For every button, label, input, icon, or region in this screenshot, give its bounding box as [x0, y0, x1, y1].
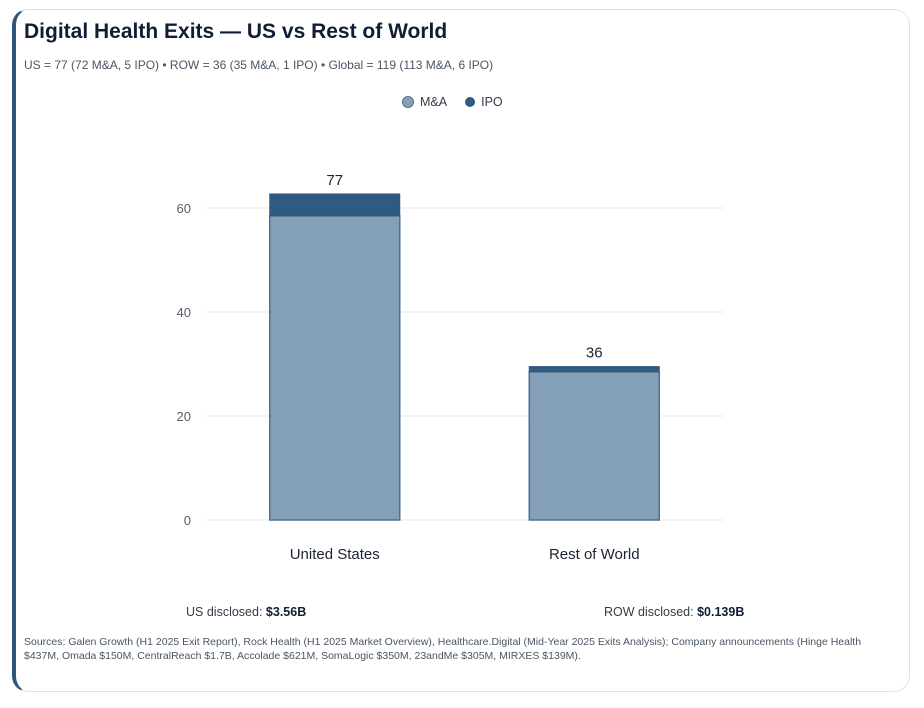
bar-ma-rest-of-world — [528, 371, 660, 521]
row-disclosed: ROW disclosed: $0.139B — [604, 605, 744, 619]
chart-card — [12, 9, 910, 692]
legend-swatch-ma — [402, 96, 414, 108]
us-disclosed-label: US disclosed: — [186, 605, 263, 619]
bar-total-label: 36 — [586, 345, 603, 362]
chart-title: Digital Health Exits — US vs Rest of Wor… — [24, 20, 448, 43]
x-tick-label: Rest of World — [549, 546, 640, 563]
y-tick-label: 0 — [184, 513, 191, 528]
legend: M&A IPO — [402, 95, 503, 109]
x-tick-label: United States — [290, 546, 380, 563]
row-disclosed-label: ROW disclosed: — [604, 605, 694, 619]
legend-item-ma[interactable]: M&A — [402, 95, 447, 109]
y-tick-label: 60 — [177, 201, 191, 216]
bar-ipo-united-states — [269, 193, 401, 217]
bar-ma-united-states — [269, 215, 401, 521]
us-disclosed: US disclosed: $3.56B — [186, 605, 306, 619]
bar-total-label: 77 — [326, 172, 343, 189]
legend-swatch-ipo — [465, 97, 476, 107]
row-disclosed-value: $0.139B — [697, 605, 745, 619]
legend-item-ipo[interactable]: IPO — [465, 95, 503, 109]
legend-label-ipo: IPO — [481, 95, 503, 109]
bar-ipo-rest-of-world — [528, 366, 660, 373]
legend-label-ma: M&A — [420, 95, 448, 109]
y-tick-label: 20 — [177, 409, 191, 424]
sources-note: Sources: Galen Growth (H1 2025 Exit Repo… — [24, 636, 862, 662]
y-tick-label: 40 — [177, 305, 191, 320]
chart-subtitle: US = 77 (72 M&A, 5 IPO) • ROW = 36 (35 M… — [24, 58, 494, 72]
us-disclosed-value: $3.56B — [265, 605, 307, 619]
